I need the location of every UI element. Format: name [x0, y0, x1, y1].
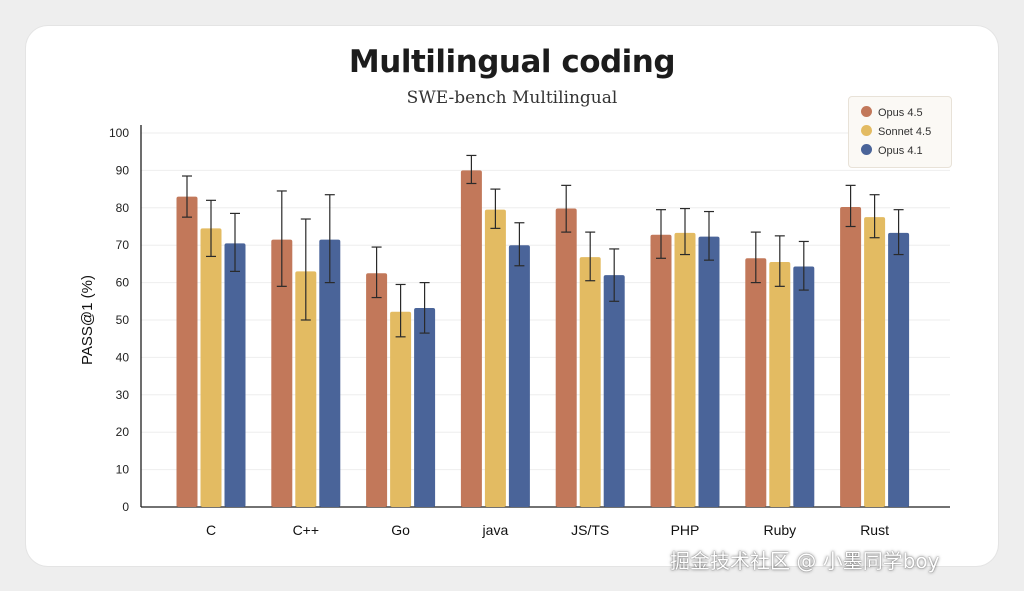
- y-tick-label: 80: [116, 201, 130, 215]
- bar: [319, 239, 341, 507]
- bar: [295, 271, 317, 507]
- y-tick-label: 60: [116, 276, 130, 290]
- x-tick-label: C: [206, 522, 216, 538]
- watermark: 掘金技术社区 @ 小墨同学boy: [670, 549, 940, 573]
- bar: [698, 236, 720, 507]
- y-tick-label: 30: [116, 388, 130, 402]
- x-tick-label: JS/TS: [571, 522, 609, 538]
- bar: [579, 257, 601, 507]
- legend: Opus 4.5 Sonnet 4.5 Opus 4.1: [848, 96, 952, 168]
- y-tick-label: 50: [116, 313, 130, 327]
- bar: [366, 273, 388, 507]
- bar: [603, 275, 625, 507]
- bar: [460, 170, 482, 507]
- bar: [674, 232, 696, 507]
- bar: [176, 196, 198, 507]
- y-axis-label: PASS@1 (%): [79, 275, 96, 365]
- bar: [484, 209, 506, 508]
- legend-label: Sonnet 4.5: [878, 126, 932, 138]
- y-tick-label: 40: [116, 350, 130, 364]
- bar: [414, 308, 436, 507]
- y-tick-label: 90: [116, 163, 130, 177]
- x-tick-label: PHP: [671, 522, 700, 538]
- bar: [769, 262, 791, 507]
- legend-label: Opus 4.1: [878, 145, 923, 157]
- bar: [793, 266, 815, 507]
- legend-item-opus-4-1: Opus 4.1: [861, 143, 923, 159]
- bar: [200, 228, 222, 507]
- bar: [224, 243, 246, 507]
- x-tick-label: Go: [391, 522, 410, 538]
- y-tick-label: 10: [116, 463, 130, 477]
- bar: [271, 239, 293, 507]
- y-tick-label: 70: [116, 238, 130, 252]
- x-tick-label: Ruby: [763, 522, 796, 538]
- bar: [864, 217, 886, 507]
- bar: [390, 311, 412, 507]
- legend-swatch-icon: [861, 125, 872, 136]
- chart-subtitle: SWE-bench Multilingual: [406, 88, 618, 108]
- bar-chart: 0 10 20 30 40 50 60 70 80 90 100 PASS@1 (%) C C++ Go ja…: [79, 125, 950, 538]
- legend-item-sonnet-4-5: Sonnet 4.5: [861, 124, 931, 140]
- legend-label: Opus 4.5: [878, 107, 923, 119]
- bar: [745, 258, 767, 507]
- bar: [555, 208, 577, 507]
- legend-item-opus-4-5: Opus 4.5: [861, 105, 923, 121]
- bar: [650, 234, 672, 507]
- legend-swatch-icon: [861, 144, 872, 155]
- x-tick-label: C++: [293, 522, 319, 538]
- x-tick-label: Rust: [860, 522, 889, 538]
- bar: [840, 207, 862, 507]
- bar: [888, 232, 910, 507]
- chart-card: Multilingual coding SWE-bench Multilingu…: [26, 26, 998, 566]
- y-tick-label: 100: [109, 126, 129, 140]
- legend-swatch-icon: [861, 106, 872, 117]
- x-tick-label: java: [482, 522, 509, 538]
- chart-title: Multilingual coding: [348, 44, 676, 80]
- y-tick-label: 20: [116, 425, 130, 439]
- y-tick-label: 0: [122, 500, 129, 514]
- bar: [508, 245, 530, 507]
